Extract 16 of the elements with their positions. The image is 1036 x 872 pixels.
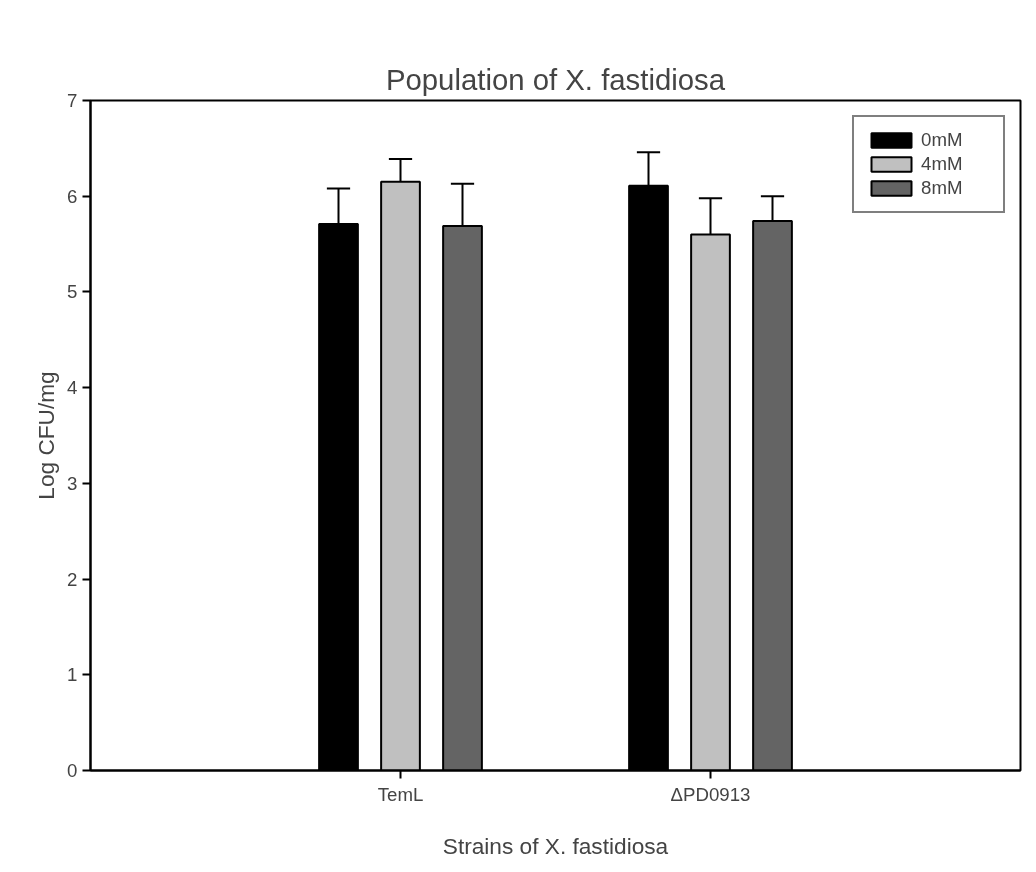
legend-label: 4mM — [921, 153, 964, 175]
y-tick-label: 5 — [67, 281, 78, 303]
y-tick-label: 4 — [67, 377, 78, 399]
x-tick-label: ΔPD0913 — [670, 783, 751, 805]
y-tick-label: 7 — [67, 90, 78, 111]
y-tick-label: 1 — [67, 664, 78, 686]
y-tick-label: 3 — [67, 472, 78, 494]
legend-label: 8mM — [921, 177, 964, 199]
x-tick-label: TemL — [377, 783, 424, 805]
legend-label: 0mM — [921, 129, 964, 151]
x-axis-title: Strains of X. fastidiosa — [442, 832, 669, 859]
y-tick-label: 2 — [67, 568, 78, 590]
y-tick-label: 0 — [67, 760, 78, 781]
y-axis-title: Log CFU/mg — [33, 371, 60, 500]
chart-title: Population of X. fastidiosa — [385, 62, 726, 96]
y-tick-label: 6 — [67, 185, 78, 207]
